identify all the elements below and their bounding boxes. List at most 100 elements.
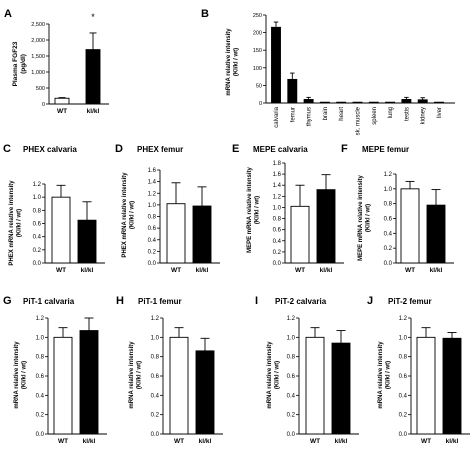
y-tick-label: 0.0 [148,261,157,267]
y-tick-label: 2,000 [31,38,45,44]
y-tick-label: 0.4 [384,231,393,237]
bar-femur [287,78,298,104]
y-tick-label: 0.8 [148,215,157,221]
bar-kl-kl [426,204,446,264]
y-tick-label: 0.4 [399,393,408,399]
y-axis-label: MEPE mRNA relative intensity (Kl/kl / wt) [247,166,261,252]
y-tick-label: 0.2 [287,413,296,419]
bar-wt [54,97,70,105]
bar-wt [166,203,186,264]
y-tick-label: 0.0 [33,261,42,267]
panel-letter-c: C [3,143,11,155]
x-tick-label: kl/kl [87,108,100,115]
x-tick-label: WT [174,438,184,445]
y-tick-label: 0.8 [384,202,393,208]
y-tick-label: 1.8 [273,161,282,167]
significance-marker: * [91,12,95,22]
y-tick-label: 0.6 [151,374,160,380]
y-tick-label: 0.2 [273,250,282,256]
y-tick-label: 0.4 [273,239,282,245]
y-tick-label: 2,500 [31,22,45,28]
bar-wt [51,196,71,264]
panel-c: C PHEX calvaria PHEX mRNA relative intensi… [3,143,105,274]
y-tick-label: 0.2 [148,249,157,255]
y-axis-label: PHEX mRNA relative intensity (Kl/kl / wt) [122,172,136,258]
y-tick-label: 1.2 [148,191,157,197]
panel-letter-g: G [3,295,12,307]
y-axis-label: PHEX mRNA relative intensity (Kl/kl / wt) [9,180,23,266]
bar-calvaria [271,26,281,104]
y-tick-label: 0.6 [148,226,157,232]
y-tick-label: 50 [256,83,262,89]
bar-kl-kl [85,49,101,105]
x-tick-label: testis [404,107,410,121]
x-tick-label: calvaria [274,106,280,127]
y-tick-label: 0.8 [273,217,282,223]
y-tick-label: 1.2 [151,316,160,322]
x-tick-label: kl/kl [196,267,209,274]
y-tick-label: 0.0 [151,432,160,438]
panel-letter-d: D [115,143,123,155]
chart-title: PiT-1 femur [138,297,182,306]
bar-kl-kl [79,330,99,435]
x-tick-label: WT [405,267,415,274]
panel-f: F MEPE femur MEPE mRNA relative intensity(… [341,143,454,274]
y-tick-label: 0.8 [33,208,42,214]
bar-spleen [368,101,379,104]
bar-heart [336,101,347,104]
x-tick-label: WT [57,108,67,115]
y-tick-label: 0.0 [287,432,296,438]
x-tick-label: liver [437,107,443,118]
y-tick-label: 0 [42,102,45,108]
panel-letter-h: H [116,295,124,307]
panel-i: I PiT-2 calvaria mRNA relative intensity (K… [255,295,359,445]
y-tick-label: 100 [253,66,262,72]
panel-d: D PHEX femur PHEX mRNA relative intensity(… [115,143,220,274]
y-tick-label: 0.8 [36,355,45,361]
x-tick-label: heart [339,107,345,121]
x-tick-label: WT [295,267,305,274]
y-tick-label: 250 [253,13,262,19]
y-tick-label: 1.0 [287,335,296,341]
x-tick-label: kidney [421,107,427,124]
panel-letter-a: A [4,8,12,20]
y-tick-label: 1,500 [31,54,45,60]
y-tick-label: 0.8 [399,355,408,361]
y-tick-label: 1.0 [399,335,408,341]
x-tick-label: sk. muscle [356,106,362,135]
x-tick-label: WT [421,438,431,445]
y-tick-label: 1.2 [287,316,296,322]
y-tick-label: 0.6 [33,222,42,228]
y-tick-label: 0.6 [36,374,45,380]
y-tick-label: 0.2 [33,248,42,254]
bar-wt [169,336,189,435]
chart-title: PiT-1 calvaria [23,297,75,306]
y-axis-label: Plasma FGF23(pg/dl) [12,41,27,86]
y-tick-label: 1,000 [31,70,45,76]
y-tick-label: 0.4 [148,238,157,244]
y-axis-label: MEPE mRNA relative intensity (Kl/kl / wt) [358,174,372,260]
y-tick-label: 0.8 [151,355,160,361]
x-tick-label: kl/kl [81,267,94,274]
y-tick-label: 1.0 [148,203,157,209]
bar-kidney [417,99,428,104]
y-tick-label: 1.0 [273,205,282,211]
y-tick-label: 0.2 [151,413,160,419]
y-tick-label: 1.2 [399,316,408,322]
x-tick-label: WT [58,438,68,445]
y-tick-label: 1.6 [148,168,157,174]
y-tick-label: 0.6 [384,217,393,223]
y-tick-label: 1.6 [273,172,282,178]
x-tick-label: femur [290,107,296,122]
y-tick-label: 200 [253,31,262,37]
y-tick-label: 1.0 [151,335,160,341]
y-tick-label: 1.2 [33,182,42,188]
y-tick-label: 0.0 [384,261,393,267]
chart-title: PiT-2 femur [388,297,432,306]
y-tick-label: 1.2 [273,194,282,200]
x-tick-label: WT [171,267,181,274]
y-tick-label: 1.0 [36,335,45,341]
bar-testis [401,99,412,104]
